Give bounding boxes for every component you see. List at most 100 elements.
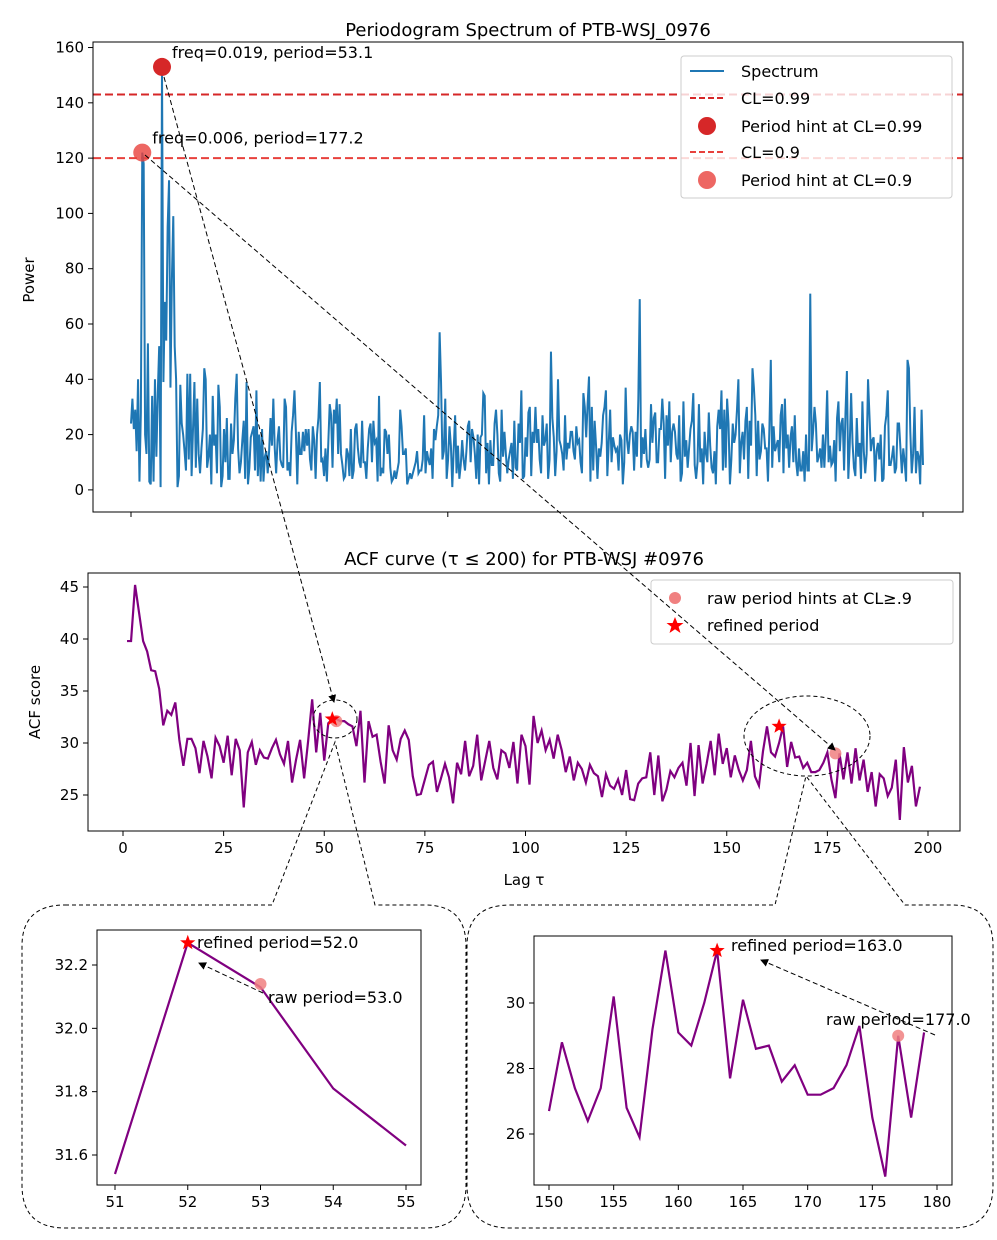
- x-tick-label: 52: [178, 1193, 197, 1211]
- acf-ylabel: ACF score: [26, 665, 44, 739]
- x-tick-label: 180: [923, 1193, 952, 1211]
- acf-x-ticks: 0 25 50 75 100 125 150 175 200: [118, 831, 942, 857]
- x-tick-label: 175: [813, 839, 842, 857]
- periodogram-title: Periodogram Spectrum of PTB-WSJ_0976: [345, 20, 711, 41]
- inset-163-axes-frame: [533, 935, 953, 1186]
- zoom-ellipse-52: [312, 699, 358, 739]
- y-tick-label: 60: [65, 315, 84, 333]
- inset-163-x-ticks: 150 155 160 165 170 175 180: [535, 1185, 952, 1211]
- inset-163-refined-label: refined period=163.0: [731, 936, 903, 955]
- zoom-ellipse-163: [743, 695, 871, 777]
- refined-marker: [771, 718, 787, 733]
- legend-raw-hints: raw period hints at CL≥.9: [707, 589, 912, 608]
- spectrum-line: [130, 66, 924, 488]
- acf-y-ticks: 25 30 35 40 45: [60, 578, 88, 804]
- periodogram-legend: Spectrum CL=0.99 Period hint at CL=0.99 …: [680, 55, 953, 199]
- x-tick-label: 0: [118, 839, 128, 857]
- y-tick-label: 28: [506, 1060, 525, 1078]
- refined-marker: [180, 934, 196, 950]
- periodogram-y-ticks: 0 20 40 60 80 100 120 140 160: [55, 39, 93, 499]
- x-tick-label: 51: [105, 1193, 124, 1211]
- x-tick-label: 150: [712, 839, 741, 857]
- inset-52-arrow: [198, 962, 264, 994]
- legend-hint-cl99: Period hint at CL=0.99: [741, 117, 922, 136]
- inset-52-raw-label: raw period=53.0: [268, 988, 403, 1007]
- inset-52-line: [113, 941, 407, 1175]
- y-tick-label: 120: [55, 149, 84, 167]
- x-tick-label: 125: [612, 839, 641, 857]
- y-tick-label: 100: [55, 204, 84, 222]
- x-tick-label: 25: [214, 839, 233, 857]
- periodogram-axes-frame: [92, 41, 964, 513]
- y-tick-label: 140: [55, 94, 84, 112]
- inset-163-raw-label: raw period=177.0: [826, 1010, 971, 1029]
- y-tick-label: 160: [55, 39, 84, 57]
- inset-163-line: [547, 950, 926, 1177]
- refined-marker: [709, 942, 725, 958]
- inset-52-markers: [180, 934, 267, 990]
- raw-hint-marker: [254, 978, 267, 990]
- arrow-peak53-to-acf52: [163, 76, 337, 703]
- x-tick-label: 50: [315, 839, 334, 857]
- x-tick-label: 170: [793, 1193, 822, 1211]
- x-tick-label: 165: [729, 1193, 758, 1211]
- peak-label: freq=0.006, period=177.2: [152, 129, 363, 148]
- inset-left-callout: [21, 740, 467, 1229]
- periodogram-x-ticks: [130, 512, 924, 517]
- acf-xlabel: Lag τ: [504, 871, 545, 889]
- y-tick-label: 35: [60, 682, 79, 700]
- y-tick-label: 25: [60, 786, 79, 804]
- inset-163-y-ticks: 26 28 30: [506, 994, 534, 1143]
- y-tick-label: 0: [74, 481, 84, 499]
- inset-52-y-ticks: 31.6 31.8 32.0 32.2: [55, 956, 97, 1164]
- x-tick-label: 155: [599, 1193, 628, 1211]
- legend-refined: refined period: [707, 616, 819, 635]
- x-tick-label: 100: [511, 839, 540, 857]
- peak-marker: [133, 143, 152, 162]
- y-tick-label: 80: [65, 260, 84, 278]
- x-tick-label: 75: [415, 839, 434, 857]
- legend-spectrum: Spectrum: [741, 62, 819, 81]
- inset-52-x-ticks: 51 52 53 54 55: [105, 1185, 416, 1211]
- x-tick-label: 200: [914, 839, 943, 857]
- x-tick-label: 53: [251, 1193, 270, 1211]
- inset-163-panel: 26 28 30 150 155 160 165 170 175 180 refined per…: [506, 935, 971, 1211]
- y-tick-label: 31.6: [55, 1146, 88, 1164]
- raw-hint-marker: [829, 747, 842, 760]
- y-tick-label: 20: [65, 426, 84, 444]
- inset-52-refined-label: refined period=52.0: [197, 933, 358, 952]
- inset-right-callout: [466, 774, 994, 1229]
- legend-cl90: CL=0.9: [741, 143, 800, 162]
- periodogram-panel: Periodogram Spectrum of PTB-WSJ_0976 Pow…: [20, 20, 964, 517]
- raw-hint-marker: [892, 1029, 905, 1042]
- refined-marker: [324, 711, 340, 726]
- legend-hint-cl90: Period hint at CL=0.9: [741, 171, 912, 190]
- periodogram-peaks: freq=0.019, period=53.1 freq=0.006, perio…: [133, 43, 373, 162]
- inset-52-panel: 31.6 31.8 32.0 32.2 51 52 53 54 55 refined peri…: [55, 929, 422, 1211]
- y-tick-label: 32.2: [55, 956, 88, 974]
- x-tick-label: 160: [664, 1193, 693, 1211]
- y-tick-label: 30: [506, 994, 525, 1012]
- acf-line: [127, 584, 922, 821]
- y-tick-label: 30: [60, 734, 79, 752]
- acf-title: ACF curve (τ ≤ 200) for PTB-WSJ #0976: [344, 549, 704, 570]
- periodogram-ylabel: Power: [20, 256, 38, 302]
- x-tick-label: 54: [324, 1193, 343, 1211]
- x-tick-label: 150: [535, 1193, 564, 1211]
- acf-panel: ACF curve (τ ≤ 200) for PTB-WSJ #0976 AC…: [26, 549, 961, 889]
- y-tick-label: 40: [60, 630, 79, 648]
- x-tick-label: 175: [858, 1193, 887, 1211]
- acf-axes-frame: [87, 572, 961, 832]
- inset-163-markers: [709, 942, 905, 1042]
- y-tick-label: 31.8: [55, 1083, 88, 1101]
- peak-label: freq=0.019, period=53.1: [172, 43, 373, 62]
- y-tick-label: 45: [60, 578, 79, 596]
- inset-52-axes-frame: [96, 929, 422, 1186]
- peak-marker: [153, 57, 172, 76]
- legend-cl99: CL=0.99: [741, 89, 810, 108]
- y-tick-label: 26: [506, 1125, 525, 1143]
- y-tick-label: 40: [65, 370, 84, 388]
- x-tick-label: 55: [396, 1193, 415, 1211]
- acf-legend: raw period hints at CL≥.9 refined period: [650, 579, 954, 645]
